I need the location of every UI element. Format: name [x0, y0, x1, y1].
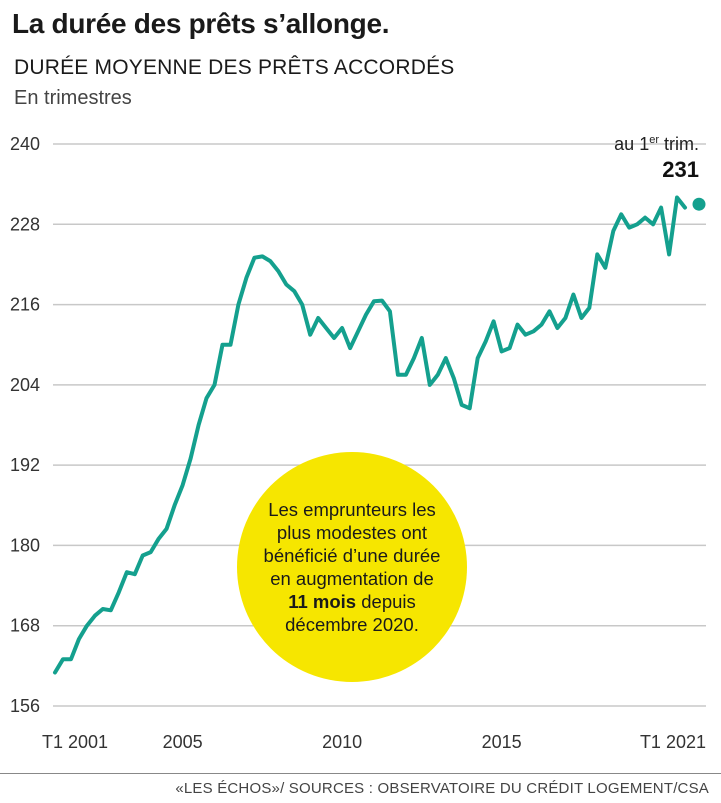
- chart-subtitle: DURÉE MOYENNE DES PRÊTS ACCORDÉS: [14, 56, 455, 79]
- x-tick-label-2005: 2005: [163, 732, 203, 752]
- latest-annotation-value: 231: [662, 157, 699, 182]
- latest-point: [692, 197, 706, 211]
- y-tick-label-240: 240: [10, 134, 40, 154]
- x-tick-label-2010: 2010: [322, 732, 362, 752]
- y-tick-label-192: 192: [10, 455, 40, 475]
- y-tick-label-216: 216: [10, 295, 40, 315]
- x-tick-label-2015: 2015: [482, 732, 522, 752]
- x-tick-label-T1-2001: T1 2001: [42, 732, 108, 752]
- series-line: [53, 195, 687, 675]
- y-tick-label-180: 180: [10, 535, 40, 555]
- y-tick-label-156: 156: [10, 696, 40, 716]
- x-tick-label-T1-2021: T1 2021: [640, 732, 706, 752]
- source-divider: [0, 773, 721, 774]
- source-note: «LES ÉCHOS»/ SOURCES : OBSERVATOIRE DU C…: [175, 780, 709, 797]
- unit-label: En trimestres: [14, 87, 132, 109]
- chart-title: La durée des prêts s’allonge.: [12, 8, 390, 39]
- y-tick-label-168: 168: [10, 616, 40, 636]
- y-tick-label-228: 228: [10, 214, 40, 234]
- y-tick-label-204: 204: [10, 375, 40, 395]
- callout-bubble: Les emprunteurs les plus modestes ont bé…: [237, 452, 467, 682]
- callout-text: Les emprunteurs les plus modestes ont bé…: [263, 499, 441, 635]
- latest-annotation-label: au 1er trim.: [614, 134, 699, 154]
